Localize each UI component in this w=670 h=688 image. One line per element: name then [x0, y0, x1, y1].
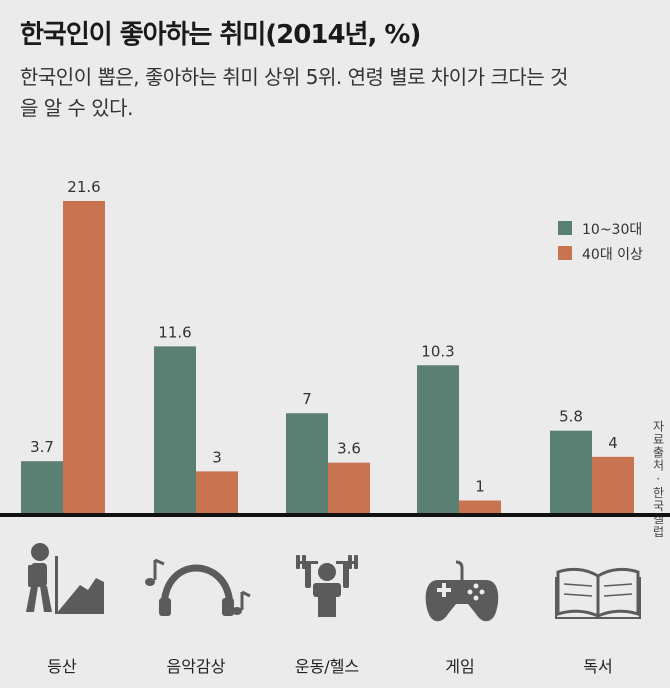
headphones-icon [145, 558, 251, 616]
value-labels-layer: 3.7 21.6 11.6 3 7 3.6 10.3 1 5.8 4 [30, 178, 618, 495]
bar-old [592, 456, 634, 515]
bar-young [550, 430, 592, 515]
bar-old [63, 201, 105, 515]
category-label: 음악감상 [167, 657, 226, 676]
value-label-young: 5.8 [559, 408, 583, 426]
chart-title: 한국인이 좋아하는 취미(2014년, %) [20, 20, 421, 50]
value-label-old: 3.6 [337, 440, 361, 458]
chart-subtitle: 한국인이 뽑은, 좋아하는 취미 상위 5위. 연령 별로 차이가 크다는 것을… [20, 65, 568, 120]
bar-old [328, 462, 370, 515]
source-credit: 자료출처 · 한국갤럽 [651, 420, 665, 539]
bar-young [154, 346, 196, 515]
dumbbell-icon [296, 555, 358, 617]
bar-young [417, 365, 459, 515]
value-label-old: 21.6 [67, 178, 100, 196]
category-label: 운동/헬스 [295, 657, 359, 676]
legend-swatch-young [558, 221, 572, 235]
bar-young [21, 461, 63, 515]
legend: 10~30대 40대 이상 [558, 221, 643, 263]
category-label: 게임 [445, 657, 474, 676]
value-label-old: 3 [212, 448, 222, 466]
value-label-young: 7 [302, 390, 312, 408]
bar-old [459, 500, 501, 515]
value-label-young: 3.7 [30, 438, 54, 456]
gamepad-icon [425, 560, 499, 622]
hiking-icon [26, 543, 104, 614]
bar-old [196, 471, 238, 515]
value-label-young: 11.6 [158, 323, 191, 341]
value-label-old: 1 [475, 477, 485, 495]
category-label: 등산 [47, 657, 77, 676]
legend-label-young: 10~30대 [582, 222, 642, 238]
bar-young [286, 413, 328, 515]
book-icon [555, 567, 641, 619]
bars-layer [21, 201, 634, 515]
category-labels: 등산 음악감상 운동/헬스 게임 독서 [47, 657, 612, 676]
category-label: 독서 [583, 657, 612, 676]
legend-swatch-old [558, 246, 572, 260]
value-label-young: 10.3 [421, 342, 454, 360]
value-label-old: 4 [608, 434, 618, 452]
legend-label-old: 40대 이상 [582, 247, 643, 263]
